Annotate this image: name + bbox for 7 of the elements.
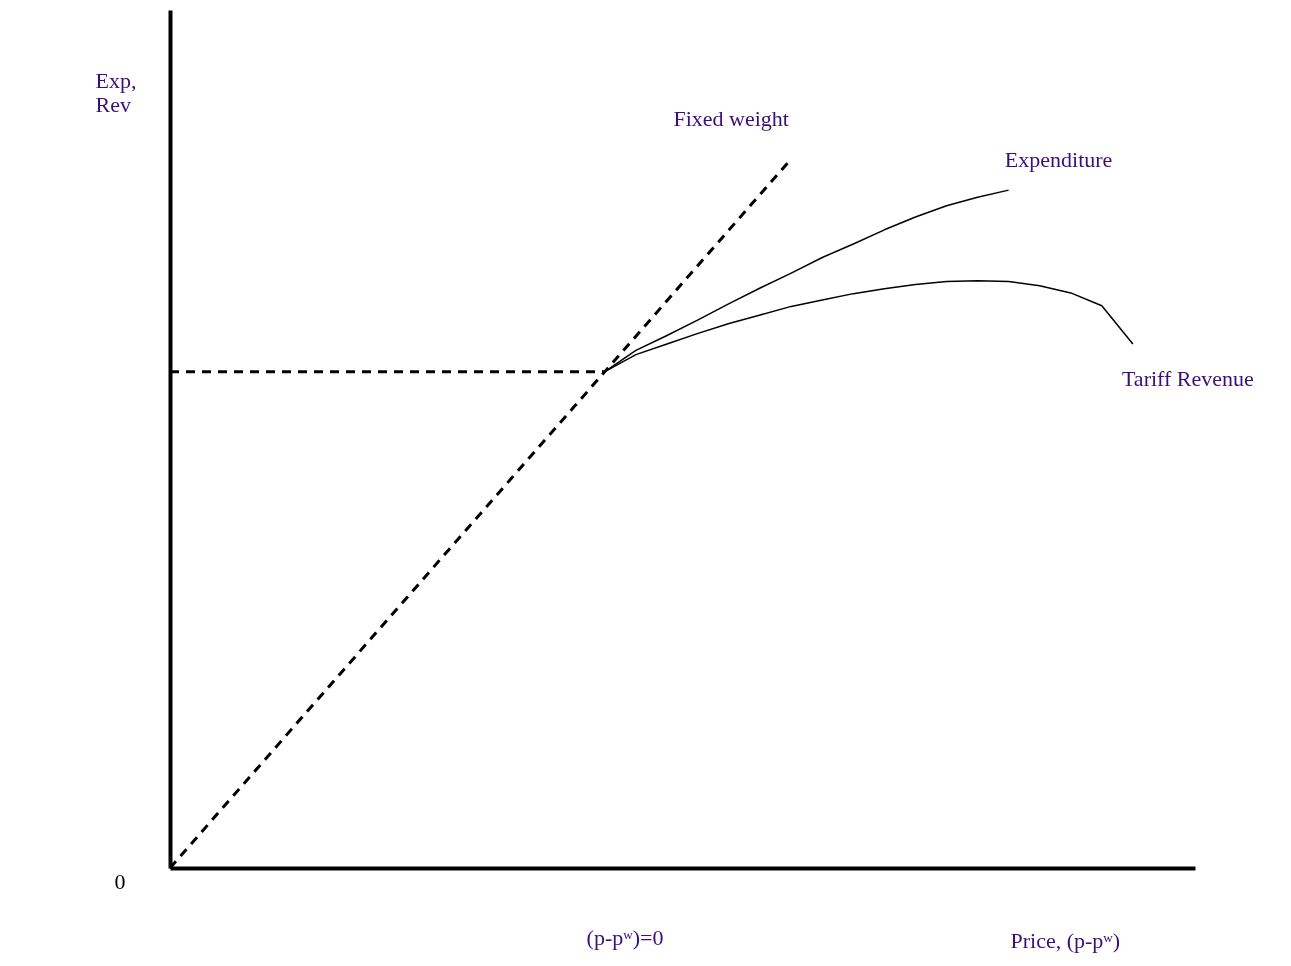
series-label: Fixed weight	[673, 105, 789, 131]
series-label: Expenditure	[1004, 147, 1113, 173]
y-axis-title: Exp, Rev	[95, 67, 137, 117]
text: 0	[114, 869, 126, 894]
x-axis-title: Price, (p-pʷ)	[1010, 927, 1121, 953]
text: (p-pʷ)=0	[586, 925, 664, 950]
series-label: Tariff Revenue	[1121, 365, 1254, 391]
